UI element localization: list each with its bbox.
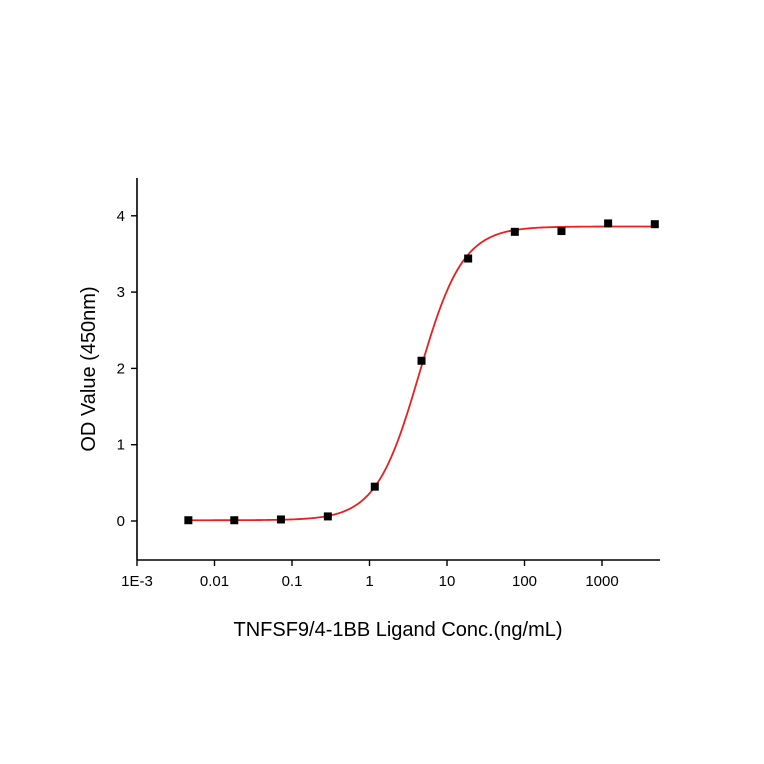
x-tick-label: 0.1 (282, 573, 303, 590)
x-tick-label: 1 (365, 573, 373, 590)
y-tick-label: 3 (117, 284, 125, 301)
x-tick-label: 100 (512, 573, 537, 590)
data-point (557, 227, 566, 236)
data-point (650, 220, 659, 229)
fit-curve-layer (188, 225, 657, 522)
x-axis-title: TNFSF9/4-1BB Ligand Conc.(ng/mL) (233, 619, 562, 641)
fit-curve-line (188, 225, 657, 522)
data-point (417, 356, 426, 365)
data-points (184, 219, 659, 525)
data-point (276, 515, 285, 524)
data-point (510, 227, 519, 236)
y-tick-label: 4 (117, 208, 125, 225)
data-point (323, 512, 332, 521)
y-tick-label: 1 (117, 437, 125, 454)
ticks: 1E-3 0.01 0.1 1 10 100 1000 0 1 2 3 4 (117, 208, 619, 590)
x-tick-label: 10 (439, 573, 456, 590)
y-tick-label: 2 (117, 360, 125, 377)
data-point (604, 219, 613, 228)
data-point (230, 516, 239, 525)
y-tick-label: 0 (117, 513, 125, 530)
axes (136, 178, 660, 561)
data-point (184, 516, 193, 525)
x-tick-label: 1000 (585, 573, 618, 590)
y-axis-title: OD Value (450nm) (78, 286, 100, 451)
data-point (464, 254, 473, 263)
x-tick-label: 0.01 (200, 573, 229, 590)
data-point (370, 482, 379, 491)
x-tick-label: 1E-3 (121, 573, 153, 590)
